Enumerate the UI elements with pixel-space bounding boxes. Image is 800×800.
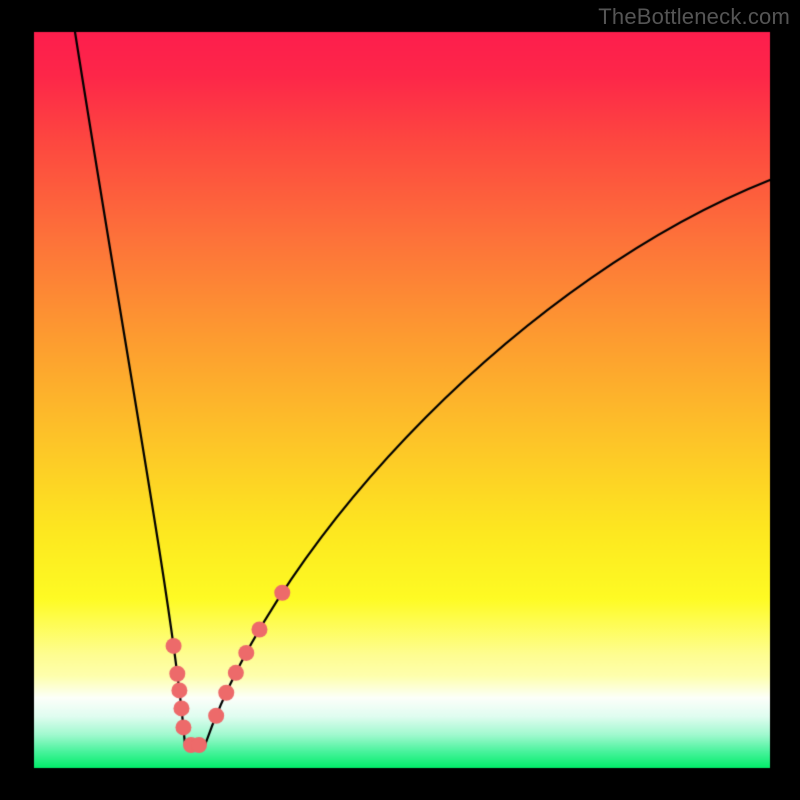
- watermark-text: TheBottleneck.com: [598, 4, 790, 30]
- chart-root: TheBottleneck.com: [0, 0, 800, 800]
- bottleneck-chart-canvas: [0, 0, 800, 800]
